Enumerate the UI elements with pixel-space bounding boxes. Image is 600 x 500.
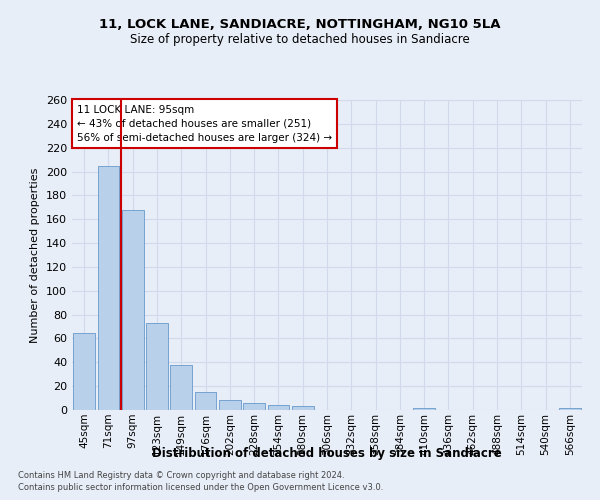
Bar — [73, 332, 95, 410]
Bar — [243, 403, 265, 410]
Text: Contains public sector information licensed under the Open Government Licence v3: Contains public sector information licen… — [18, 484, 383, 492]
Y-axis label: Number of detached properties: Number of detached properties — [31, 168, 40, 342]
Bar — [170, 364, 192, 410]
Bar — [194, 392, 217, 410]
Text: 11 LOCK LANE: 95sqm
← 43% of detached houses are smaller (251)
56% of semi-detac: 11 LOCK LANE: 95sqm ← 43% of detached ho… — [77, 104, 332, 142]
Bar — [559, 408, 581, 410]
Bar — [292, 406, 314, 410]
Text: 11, LOCK LANE, SANDIACRE, NOTTINGHAM, NG10 5LA: 11, LOCK LANE, SANDIACRE, NOTTINGHAM, NG… — [99, 18, 501, 30]
Bar — [97, 166, 119, 410]
Text: Distribution of detached houses by size in Sandiacre: Distribution of detached houses by size … — [152, 448, 502, 460]
Bar — [122, 210, 143, 410]
Text: Contains HM Land Registry data © Crown copyright and database right 2024.: Contains HM Land Registry data © Crown c… — [18, 471, 344, 480]
Bar — [219, 400, 241, 410]
Bar — [146, 323, 168, 410]
Text: Size of property relative to detached houses in Sandiacre: Size of property relative to detached ho… — [130, 32, 470, 46]
Bar — [268, 405, 289, 410]
Bar — [413, 408, 435, 410]
